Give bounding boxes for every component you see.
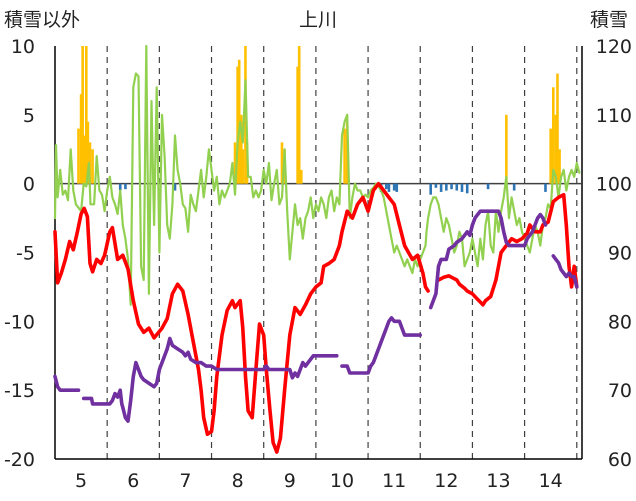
blue-bar <box>544 183 547 192</box>
orange-bar <box>239 114 243 184</box>
blue-bar <box>429 183 432 195</box>
orange-bar <box>296 66 299 184</box>
y-right-tick-label: 110 <box>596 105 632 127</box>
left-axis-label: 積雪以外 <box>4 9 80 31</box>
y-left-tick-label: -5 <box>16 243 35 265</box>
x-tick-label: 9 <box>284 470 296 492</box>
y-left-tick-label: 5 <box>23 105 35 127</box>
y-right-tick-label: 90 <box>608 243 632 265</box>
blue-bar <box>445 183 448 191</box>
red-series-line <box>436 192 579 307</box>
blue-bar <box>460 183 464 192</box>
blue-bar <box>118 183 122 191</box>
orange-bar <box>280 142 284 184</box>
x-tick-label: 11 <box>382 470 406 492</box>
y-right-tick-label: 100 <box>596 174 632 196</box>
blue-bar <box>465 183 469 194</box>
orange-bar <box>77 128 80 184</box>
blue-bar <box>512 183 516 191</box>
x-tick-label: 13 <box>486 470 510 492</box>
chart-title: 上川 <box>299 9 337 31</box>
blue-bar <box>387 183 391 192</box>
blue-bar <box>124 183 127 190</box>
y-right-tick-label: 60 <box>608 449 632 471</box>
y-left-tick-label: 0 <box>23 174 35 196</box>
orange-bar <box>241 149 245 184</box>
blue-bar <box>439 183 443 192</box>
orange-bar <box>556 73 559 184</box>
y-right-tick-label: 80 <box>608 311 632 333</box>
purple-series-line <box>53 374 81 392</box>
orange-bar <box>83 135 87 184</box>
orange-bar <box>86 121 90 184</box>
orange-bar <box>236 66 239 184</box>
purple-series-line <box>81 336 339 423</box>
orange-bar <box>558 149 561 184</box>
x-tick-label: 14 <box>539 470 563 492</box>
y-left-tick-label: -15 <box>4 380 35 402</box>
orange-bar <box>554 114 558 184</box>
right-axis-label: 積雪 <box>590 9 628 31</box>
x-tick-label: 12 <box>434 470 458 492</box>
orange-bar <box>552 87 555 184</box>
blue-bar <box>173 183 177 191</box>
orange-bar <box>233 142 237 184</box>
x-tick-label: 6 <box>127 470 139 492</box>
purple-series-line <box>551 254 579 289</box>
blue-bar <box>455 183 459 191</box>
orange-bar <box>297 46 301 184</box>
orange-bar <box>85 46 88 184</box>
orange-bar <box>505 114 508 184</box>
x-tick-label: 5 <box>75 470 87 492</box>
blue-bar <box>434 183 438 188</box>
y-right-tick-label: 120 <box>596 36 632 58</box>
red-series-line <box>53 181 430 454</box>
plot-area: 10 5 0 -5 -10 -15 -20 120 110 100 90 80 70 60 5 6 7 8 9 10 1… <box>4 36 632 492</box>
blue-bar <box>392 183 396 191</box>
orange-bar <box>343 128 346 184</box>
green-series-line <box>53 44 581 306</box>
y-right-tick-label: 70 <box>608 380 632 402</box>
blue-bar <box>395 183 399 192</box>
blue-bar <box>486 183 490 190</box>
orange-bar <box>81 46 84 184</box>
y-left-tick-label: -20 <box>4 449 35 471</box>
x-tick-label: 7 <box>179 470 191 492</box>
blue-bar <box>450 183 453 190</box>
y-left-tick-label: 10 <box>11 36 35 58</box>
orange-bar <box>91 149 94 184</box>
purple-series-line <box>340 316 422 375</box>
y-left-tick-label: -10 <box>4 311 35 333</box>
purple-series-line <box>428 209 548 310</box>
x-tick-label: 8 <box>232 470 244 492</box>
orange-bar <box>79 94 83 184</box>
orange-bar <box>549 128 552 184</box>
blue-bar <box>385 183 388 190</box>
x-tick-label: 10 <box>330 470 354 492</box>
orange-bar <box>299 169 303 184</box>
